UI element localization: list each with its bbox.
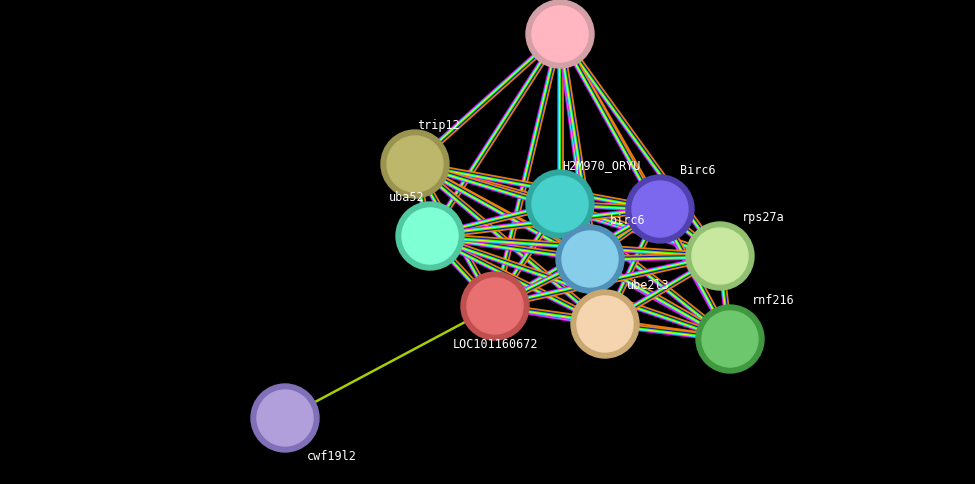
- Circle shape: [702, 311, 758, 367]
- Text: H2M970_ORYU: H2M970_ORYU: [562, 159, 641, 172]
- Text: birc6: birc6: [610, 214, 645, 227]
- Text: rps27a: rps27a: [742, 211, 785, 224]
- Text: uba52: uba52: [389, 191, 425, 204]
- Text: Birc6: Birc6: [680, 164, 716, 177]
- Circle shape: [562, 231, 618, 287]
- Circle shape: [532, 6, 588, 62]
- Circle shape: [526, 170, 594, 238]
- Circle shape: [402, 208, 458, 264]
- Text: sae1: sae1: [582, 0, 610, 2]
- Text: cwf19l2: cwf19l2: [307, 450, 357, 463]
- Circle shape: [532, 176, 588, 232]
- Circle shape: [381, 130, 449, 198]
- Circle shape: [571, 290, 639, 358]
- Circle shape: [251, 384, 319, 452]
- Text: LOC101160672: LOC101160672: [452, 338, 538, 351]
- Circle shape: [632, 181, 688, 237]
- Circle shape: [387, 136, 443, 192]
- Circle shape: [696, 305, 764, 373]
- Circle shape: [626, 175, 694, 243]
- Circle shape: [556, 225, 624, 293]
- Circle shape: [577, 296, 633, 352]
- Text: trip12: trip12: [417, 119, 460, 132]
- Circle shape: [526, 0, 594, 68]
- Text: rnf216: rnf216: [752, 294, 795, 307]
- Circle shape: [257, 390, 313, 446]
- Text: ube2l3: ube2l3: [627, 279, 670, 292]
- Circle shape: [686, 222, 754, 290]
- Circle shape: [467, 278, 523, 334]
- Circle shape: [396, 202, 464, 270]
- Circle shape: [692, 228, 748, 284]
- Circle shape: [461, 272, 529, 340]
